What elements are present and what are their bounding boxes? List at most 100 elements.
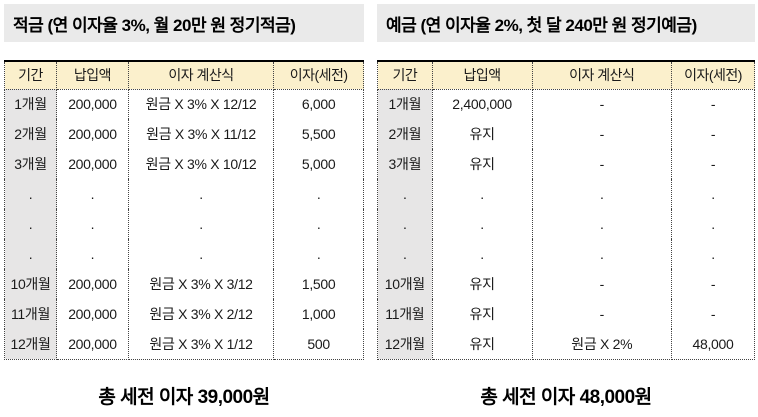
- table-cell: 2,400,000: [431, 89, 533, 119]
- savings-total: 총 세전 이자 39,000원: [98, 386, 270, 408]
- table-row: 10개월 유지 - -: [377, 269, 755, 299]
- table-cell: .: [671, 239, 755, 269]
- table-cell: 12개월: [377, 329, 433, 360]
- table-cell: .: [431, 209, 533, 239]
- table-cell: -: [531, 269, 673, 299]
- table-cell: -: [671, 269, 755, 299]
- table-cell: -: [671, 149, 755, 179]
- column-header: 이자 계산식: [531, 60, 673, 90]
- column-header: 납입액: [56, 60, 129, 90]
- table-cell: .: [377, 209, 433, 239]
- table-cell: 200,000: [56, 299, 129, 329]
- table-cell: 500: [273, 329, 364, 360]
- table-cell: 200,000: [56, 119, 129, 149]
- table-cell: 10개월: [377, 269, 433, 299]
- column-header: 이자(세전): [671, 60, 755, 90]
- table-row: 10개월 200,000 원금 X 3% X 3/12 1,500: [3, 269, 364, 299]
- table-cell: 11개월: [3, 299, 58, 329]
- table-cell: -: [531, 299, 673, 329]
- table-cell: 원금 X 3% X 10/12: [127, 149, 275, 179]
- table-row: 11개월 유지 - -: [377, 299, 755, 329]
- table-row: ....: [3, 179, 364, 209]
- table-cell: .: [431, 179, 533, 209]
- table-cell: .: [56, 209, 129, 239]
- table-row: 12개월 200,000 원금 X 3% X 1/12 500: [3, 329, 364, 360]
- table-row: 12개월 유지 원금 X 2% 48,000: [377, 329, 755, 360]
- column-header: 이자 계산식: [127, 60, 275, 90]
- table-row: 11개월 200,000 원금 X 3% X 2/12 1,000: [3, 299, 364, 329]
- table-cell: 5,000: [273, 149, 364, 179]
- table-cell: 5,500: [273, 119, 364, 149]
- table-cell: 10개월: [3, 269, 58, 299]
- table-cell: 원금 X 2%: [531, 329, 673, 360]
- table-row: 3개월 유지 - -: [377, 149, 755, 179]
- table-cell: 12개월: [3, 329, 58, 360]
- table-cell: -: [671, 299, 755, 329]
- table-cell: 1개월: [3, 89, 58, 119]
- deposit-header-row: 기간 납입액 이자 계산식 이자(세전): [377, 60, 755, 90]
- table-cell: 1개월: [377, 89, 433, 119]
- table-cell: 원금 X 3% X 11/12: [127, 119, 275, 149]
- table-cell: 200,000: [56, 269, 129, 299]
- table-cell: .: [377, 179, 433, 209]
- column-header: 기간: [3, 60, 58, 90]
- table-row: ....: [3, 209, 364, 239]
- table-cell: 3개월: [3, 149, 58, 179]
- table-cell: 200,000: [56, 329, 129, 360]
- table-cell: .: [671, 179, 755, 209]
- table-cell: -: [531, 149, 673, 179]
- table-cell: 1,500: [273, 269, 364, 299]
- table-cell: -: [671, 119, 755, 149]
- table-cell: .: [531, 239, 673, 269]
- table-cell: 1,000: [273, 299, 364, 329]
- table-cell: 유지: [431, 269, 533, 299]
- table-cell: .: [127, 209, 275, 239]
- deposit-title: 예금 (연 이자율 2%, 첫 달 240만 원 정기예금): [377, 4, 755, 42]
- table-cell: .: [56, 179, 129, 209]
- deposit-panel: 예금 (연 이자율 2%, 첫 달 240만 원 정기예금) 기간 납입액 이자 계…: [377, 4, 755, 409]
- table-cell: -: [531, 89, 673, 119]
- table-cell: .: [3, 239, 58, 269]
- table-cell: 6,000: [273, 89, 364, 119]
- table-cell: .: [127, 239, 275, 269]
- table-cell: 2개월: [3, 119, 58, 149]
- table-row: 2개월 200,000 원금 X 3% X 11/12 5,500: [3, 119, 364, 149]
- table-cell: 200,000: [56, 149, 129, 179]
- table-row: ....: [377, 239, 755, 269]
- table-cell: 3개월: [377, 149, 433, 179]
- table-row: ....: [377, 209, 755, 239]
- table-cell: .: [273, 179, 364, 209]
- table-cell: .: [3, 209, 58, 239]
- table-cell: .: [431, 239, 533, 269]
- table-cell: 2개월: [377, 119, 433, 149]
- table-cell: -: [531, 119, 673, 149]
- savings-table: 기간 납입액 이자 계산식 이자(세전) 1개월 200,000 원금 X 3% X 12…: [3, 60, 364, 360]
- table-cell: .: [377, 239, 433, 269]
- table-cell: 유지: [431, 149, 533, 179]
- column-header: 납입액: [431, 60, 533, 90]
- column-header: 이자(세전): [273, 60, 364, 90]
- table-cell: 원금 X 3% X 1/12: [127, 329, 275, 360]
- table-row: ....: [377, 179, 755, 209]
- savings-header-row: 기간 납입액 이자 계산식 이자(세전): [3, 60, 364, 90]
- table-cell: .: [127, 179, 275, 209]
- table-cell: .: [671, 209, 755, 239]
- deposit-table: 기간 납입액 이자 계산식 이자(세전) 1개월 2,400,000- -2개월 유지 - -3…: [377, 60, 755, 360]
- table-row: 3개월 200,000 원금 X 3% X 10/12 5,000: [3, 149, 364, 179]
- table-row: 1개월 200,000 원금 X 3% X 12/12 6,000: [3, 89, 364, 119]
- deposit-total: 총 세전 이자 48,000원: [480, 386, 652, 408]
- table-cell: .: [273, 239, 364, 269]
- table-cell: -: [671, 89, 755, 119]
- table-cell: .: [531, 179, 673, 209]
- table-cell: .: [3, 179, 58, 209]
- table-row: 2개월 유지 - -: [377, 119, 755, 149]
- table-cell: 원금 X 3% X 2/12: [127, 299, 275, 329]
- column-header: 기간: [377, 60, 433, 90]
- table-cell: .: [531, 209, 673, 239]
- savings-panel: 적금 (연 이자율 3%, 월 20만 원 정기적금) 기간 납입액 이자 계산식 이…: [3, 4, 364, 409]
- table-cell: 11개월: [377, 299, 433, 329]
- table-cell: 원금 X 3% X 12/12: [127, 89, 275, 119]
- table-cell: 유지: [431, 299, 533, 329]
- table-row: 1개월 2,400,000- -: [377, 89, 755, 119]
